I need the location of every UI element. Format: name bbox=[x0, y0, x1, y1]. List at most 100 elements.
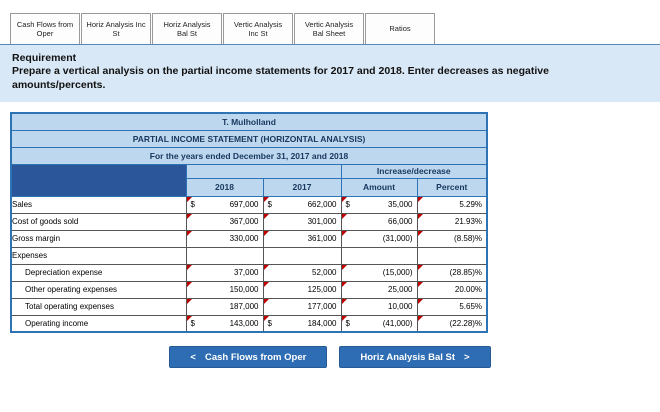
year-header-spacer bbox=[185, 163, 342, 179]
cell-value: 37,000 bbox=[234, 268, 259, 278]
cell-value: 143,000 bbox=[229, 319, 259, 329]
cell-value: 187,000 bbox=[229, 302, 259, 312]
chevron-left-icon: < bbox=[190, 351, 196, 363]
cell-percent[interactable]: (28.85)% bbox=[416, 263, 488, 282]
chevron-right-icon: > bbox=[464, 351, 470, 363]
cell-percent[interactable]: 5.29% bbox=[416, 195, 488, 214]
row-label: Depreciation expense bbox=[10, 263, 187, 282]
cell-2017[interactable]: 301,000 bbox=[262, 212, 342, 231]
row-label: Expenses bbox=[10, 246, 187, 265]
table-row: Gross margin 330,000 361,000 (31,000) (8.58)… bbox=[10, 229, 488, 248]
cell-value: 52,000 bbox=[312, 268, 337, 278]
cell-value: 184,000 bbox=[307, 319, 337, 329]
dollar-sign: $ bbox=[190, 200, 195, 210]
tab-vertic-analysis-inc-st[interactable]: Vertic Analysis Inc St bbox=[223, 13, 293, 44]
cell-percent[interactable]: (22.28)% bbox=[416, 314, 488, 333]
cell-value: 177,000 bbox=[307, 302, 337, 312]
dollar-sign: $ bbox=[190, 319, 195, 329]
cell-value: 21.93% bbox=[454, 217, 483, 227]
tab-horiz-analysis-inc-st[interactable]: Horiz Analysis Inc St bbox=[81, 13, 151, 44]
cell-value: (22.28)% bbox=[449, 319, 483, 329]
cell-2018[interactable]: $143,000 bbox=[185, 314, 264, 333]
table-row: Cost of goods sold 367,000 301,000 66,000 21… bbox=[10, 212, 488, 231]
cell-2017[interactable]: 177,000 bbox=[262, 297, 342, 316]
cell-value: 301,000 bbox=[307, 217, 337, 227]
requirement-title: Requirement bbox=[12, 52, 77, 64]
cell-amount bbox=[340, 246, 418, 265]
cell-value: (31,000) bbox=[382, 234, 413, 244]
cell-2017[interactable]: 361,000 bbox=[262, 229, 342, 248]
table-row: Operating income $143,000 $184,000 $ (41,000… bbox=[10, 314, 488, 333]
cell-amount[interactable]: 66,000 bbox=[340, 212, 418, 231]
table-row: Depreciation expense 37,000 52,000 (15,000)… bbox=[10, 263, 488, 282]
dollar-sign: $ bbox=[267, 319, 272, 329]
cell-2018[interactable]: 150,000 bbox=[185, 280, 264, 299]
cell-2017[interactable]: $184,000 bbox=[262, 314, 342, 333]
table-row: Expenses bbox=[10, 246, 488, 265]
cell-percent[interactable]: 21.93% bbox=[416, 212, 488, 231]
table-header-row: For the years ended December 31, 2017 an… bbox=[10, 146, 488, 165]
prev-button-cash-flows-from-oper[interactable]: < Cash Flows from Oper bbox=[169, 346, 328, 369]
cell-amount[interactable]: 10,000 bbox=[340, 297, 418, 316]
cell-2018[interactable]: $697,000 bbox=[185, 195, 264, 214]
row-label: Other operating expenses bbox=[10, 280, 187, 299]
tab-bar: Cash Flows from Oper Horiz Analysis Inc S… bbox=[0, 0, 660, 44]
table-row: Other operating expenses 150,000 125,000 25… bbox=[10, 280, 488, 299]
dollar-sign: $ bbox=[345, 200, 350, 210]
cell-amount[interactable]: 25,000 bbox=[340, 280, 418, 299]
cell-value: 150,000 bbox=[229, 285, 259, 295]
row-label: Cost of goods sold bbox=[10, 212, 187, 231]
cell-percent[interactable]: 5.65% bbox=[416, 297, 488, 316]
cell-2017[interactable]: $662,000 bbox=[262, 195, 342, 214]
cell-2018[interactable]: 367,000 bbox=[185, 212, 264, 231]
cell-2017 bbox=[262, 246, 342, 265]
cell-value: (8.58)% bbox=[454, 234, 483, 244]
cell-value: 662,000 bbox=[307, 200, 337, 210]
cell-value: 367,000 bbox=[229, 217, 259, 227]
cell-value: 66,000 bbox=[388, 217, 413, 227]
group-header-row: Increase/decrease bbox=[10, 163, 488, 197]
cell-value: 25,000 bbox=[388, 285, 413, 295]
cell-amount[interactable]: (31,000) bbox=[340, 229, 418, 248]
dollar-sign: $ bbox=[267, 200, 272, 210]
cell-2018[interactable]: 187,000 bbox=[185, 297, 264, 316]
cell-2017[interactable]: 52,000 bbox=[262, 263, 342, 282]
table-header-row: T. Mulholland bbox=[10, 112, 488, 131]
tab-ratios[interactable]: Ratios bbox=[365, 13, 435, 44]
table-container: T. Mulholland PARTIAL INCOME STATEMENT (… bbox=[10, 112, 660, 334]
cell-value: (41,000) bbox=[382, 319, 413, 329]
col-header-2017: 2017 bbox=[262, 177, 342, 197]
statement-company-name: T. Mulholland bbox=[10, 112, 488, 131]
cell-value: 20.00% bbox=[454, 285, 483, 295]
cell-value: 5.29% bbox=[459, 200, 483, 210]
row-label: Gross margin bbox=[10, 229, 187, 248]
cell-2018[interactable]: 37,000 bbox=[185, 263, 264, 282]
cell-value: 125,000 bbox=[307, 285, 337, 295]
cell-amount[interactable]: (15,000) bbox=[340, 263, 418, 282]
cell-2018[interactable]: 330,000 bbox=[185, 229, 264, 248]
next-button-horiz-analysis-bal-st[interactable]: Horiz Analysis Bal St > bbox=[339, 346, 491, 369]
corner-cell bbox=[10, 163, 187, 197]
tab-horiz-analysis-bal-st[interactable]: Horiz Analysis Bal St bbox=[152, 13, 222, 44]
cell-value: 361,000 bbox=[307, 234, 337, 244]
cell-2017[interactable]: 125,000 bbox=[262, 280, 342, 299]
tab-cash-flows-from-oper[interactable]: Cash Flows from Oper bbox=[10, 13, 80, 44]
statement-period: For the years ended December 31, 2017 an… bbox=[10, 146, 488, 165]
tab-vertic-analysis-bal-sheet[interactable]: Vertic Analysis Bal Sheet bbox=[294, 13, 364, 44]
cell-amount[interactable]: $ (41,000) bbox=[340, 314, 418, 333]
cell-amount[interactable]: $35,000 bbox=[340, 195, 418, 214]
cell-percent[interactable]: 20.00% bbox=[416, 280, 488, 299]
cell-percent[interactable]: (8.58)% bbox=[416, 229, 488, 248]
col-header-percent: Percent bbox=[416, 177, 488, 197]
cell-value: 35,000 bbox=[388, 200, 413, 210]
row-label: Sales bbox=[10, 195, 187, 214]
table-header-row: PARTIAL INCOME STATEMENT (HORIZONTAL ANA… bbox=[10, 129, 488, 148]
income-statement-table: T. Mulholland PARTIAL INCOME STATEMENT (… bbox=[10, 112, 489, 334]
requirement-text: Prepare a vertical analysis on the parti… bbox=[12, 65, 549, 91]
row-label: Operating income bbox=[10, 314, 187, 333]
statement-title: PARTIAL INCOME STATEMENT (HORIZONTAL ANA… bbox=[10, 129, 488, 148]
increase-decrease-header: Increase/decrease bbox=[340, 163, 488, 179]
col-header-2018: 2018 bbox=[185, 177, 264, 197]
table-row: Sales $697,000 $662,000 $35,000 5.29% bbox=[10, 195, 488, 214]
dollar-sign: $ bbox=[345, 319, 350, 329]
